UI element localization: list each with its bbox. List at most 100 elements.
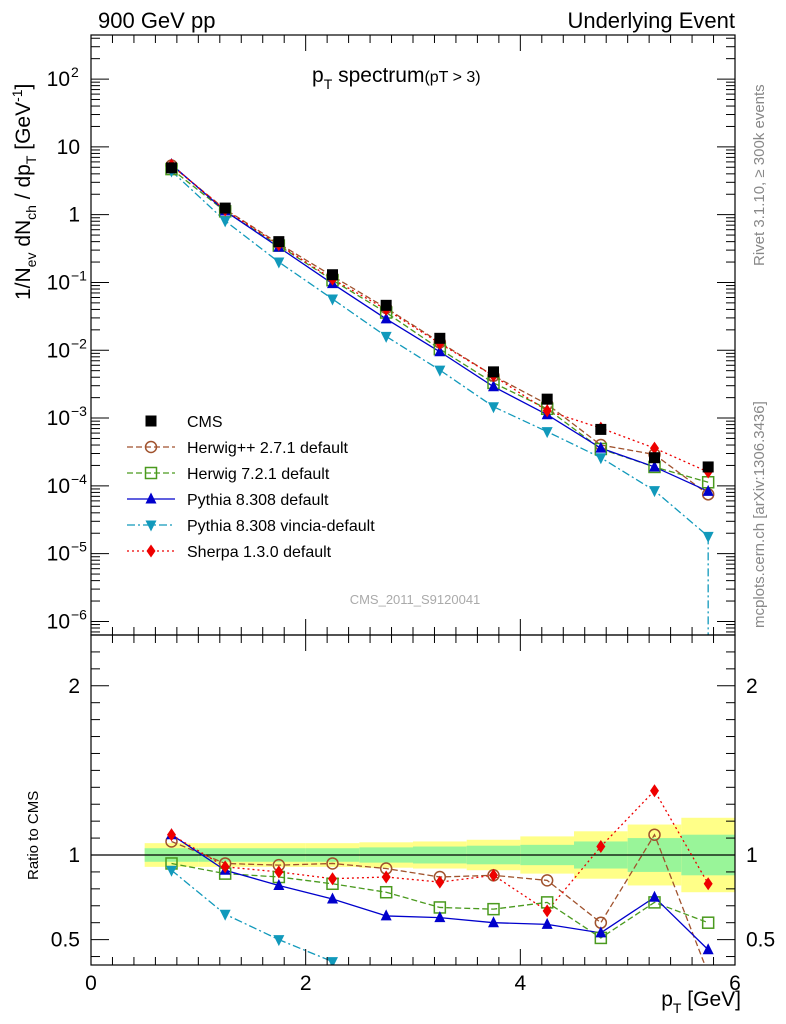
- main-point: [219, 216, 231, 228]
- ratio-uncertainty-bands: [91, 817, 735, 893]
- ratio-tick-label-right: 2: [746, 675, 758, 698]
- main-y-tick-label: 10: [47, 407, 70, 430]
- main-line: [171, 164, 709, 473]
- legend-label: Pythia 8.308 vincia-default: [187, 518, 375, 535]
- legend-label: Herwig 7.2.1 default: [187, 466, 330, 483]
- ratio-point: [540, 874, 554, 887]
- cms-point: [327, 269, 338, 281]
- main-point: [380, 312, 392, 324]
- cms-point: [541, 393, 553, 405]
- x-tick-label: 4: [514, 972, 526, 995]
- ratio-point: [650, 784, 659, 798]
- main-point: [595, 441, 607, 453]
- main-point: [650, 441, 659, 455]
- main-y-tick-exponent: −4: [71, 471, 87, 487]
- ratio-point: [596, 840, 606, 854]
- ratio-point: [381, 870, 391, 884]
- ratio-point: [219, 909, 231, 921]
- ratio-point: [435, 875, 445, 889]
- cms-point: [702, 461, 714, 473]
- ratio-point: [703, 968, 714, 979]
- main-series-markers: [165, 157, 715, 543]
- main-y-tick-label: 10: [47, 475, 70, 498]
- main-y-tick-label: 10: [47, 68, 70, 91]
- main-y-tick-label: 10: [57, 136, 80, 159]
- series-markers: [165, 157, 715, 979]
- main-point: [702, 484, 714, 496]
- ratio-point: [220, 860, 230, 874]
- main-point: [649, 460, 660, 472]
- main-y-tick-label: 10: [47, 271, 70, 294]
- cms-point: [434, 332, 446, 344]
- ratio-point: [327, 892, 338, 904]
- watermark: CMS_2011_S9120041: [350, 592, 481, 607]
- main-point: [542, 404, 552, 418]
- ratio-line: [171, 789, 709, 912]
- ratio-tick-label-left: 0.5: [51, 929, 80, 952]
- ratio-tick-label-left: 2: [68, 675, 80, 698]
- header-left: 900 GeV pp: [98, 8, 215, 33]
- x-tick-label: 2: [300, 972, 312, 995]
- ratio-tick-label-left: 1: [68, 844, 80, 867]
- legend-marker: [144, 440, 158, 454]
- main-series-lines: [171, 163, 709, 635]
- main-point: [702, 531, 714, 543]
- ratio-tick-label-right: 0.5: [746, 929, 775, 952]
- ratio-point: [702, 943, 714, 955]
- legend-label: Pythia 8.308 default: [187, 492, 329, 509]
- main-y-axis-label: 1/Nev dNch / dpT [GeV-1]: [9, 84, 39, 300]
- ratio-point: [273, 878, 285, 890]
- ratio-point: [327, 957, 338, 965]
- main-y-tick-exponent: −1: [71, 267, 87, 283]
- main-y-tick-exponent: −2: [71, 335, 87, 351]
- ratio-point: [273, 935, 285, 947]
- legend-marker: [145, 492, 157, 504]
- ratio-series-markers: [165, 784, 715, 979]
- x-axis-label: pT [GeV]: [661, 988, 741, 1016]
- cms-point: [273, 236, 285, 248]
- main-y-tick-exponent: −6: [71, 606, 87, 622]
- cms-point: [649, 452, 660, 464]
- ratio-point: [274, 865, 284, 879]
- ratio-point: [167, 828, 176, 842]
- ratio-point: [489, 868, 498, 882]
- main-point: [434, 345, 446, 357]
- cms-point: [380, 299, 392, 311]
- main-point: [434, 365, 446, 377]
- main-point: [327, 294, 338, 306]
- cms-point: [219, 202, 231, 214]
- legend-marker: [145, 415, 157, 427]
- main-point: [649, 486, 660, 498]
- main-line: [171, 170, 709, 537]
- legend: CMS Herwig++ 2.7.1 default Herwig 7.2.1 de…: [127, 414, 375, 561]
- main-line: [171, 168, 709, 483]
- ratio-point: [380, 909, 392, 921]
- cms-point: [166, 162, 177, 174]
- ratio-point: [648, 828, 661, 841]
- main-y-tick-label: 1: [68, 204, 80, 227]
- ratio-point: [701, 916, 715, 929]
- ratio-point: [434, 911, 446, 923]
- legend-label: Sherpa 1.3.0 default: [187, 544, 332, 561]
- main-line: [171, 165, 709, 495]
- main-point: [273, 257, 285, 269]
- ratio-line: [171, 862, 709, 939]
- legend-marker: [145, 520, 157, 532]
- ratio-line: [171, 869, 333, 963]
- ratio-point: [542, 904, 552, 918]
- ratio-point: [379, 885, 393, 899]
- x-tick-label: 6: [729, 972, 741, 995]
- main-point: [380, 331, 392, 343]
- side-label-mcplots: mcplots.cern.ch [arXiv:1306.3436]: [751, 401, 768, 628]
- main-point: [488, 402, 499, 414]
- main-point: [595, 453, 607, 465]
- legend-marker: [144, 466, 158, 480]
- ratio-point: [326, 857, 339, 870]
- legend-marker: [146, 544, 156, 558]
- ratio-point: [541, 917, 553, 929]
- ratio-point: [328, 872, 337, 886]
- main-y-tick-label: 10: [47, 339, 70, 362]
- ratio-point: [487, 902, 500, 916]
